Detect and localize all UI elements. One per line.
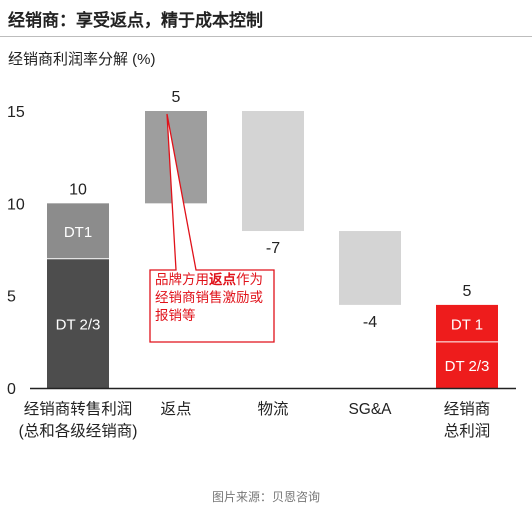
bar-0-segment-0: [47, 258, 109, 388]
source-note: 图片来源：贝恩咨询: [211, 490, 320, 504]
rebate-annotation-box: [149, 113, 275, 343]
page-title: 经销商：享受返点，精于成本控制: [8, 11, 263, 30]
annotation-bold: 返点: [209, 272, 236, 287]
bar-4-value-label: 5: [463, 283, 472, 300]
bar-0-value-label: 10: [69, 181, 87, 198]
title-divider: [0, 36, 532, 37]
y-tick-label-0: 0: [7, 381, 16, 398]
waterfall-chart: 0 5 10 15 DT 2/3 DT1 10 5 -7 -4 DT 2/3 DT 1 5 经销商转售利润…: [7, 89, 516, 440]
annotation-pre: 品牌方用: [155, 272, 209, 287]
rebate-annotation-text: 品牌方用返点作为经销商销售激励或报销等: [155, 271, 273, 325]
x-tick-label-0-line-0: 经销商转售利润: [24, 400, 133, 418]
x-tick-label-4-line-1: 总利润: [444, 422, 491, 440]
bar-3: [339, 231, 401, 305]
annotation-post: 作为经销商销售激励或报销等: [155, 272, 263, 323]
bar-4-segment-0: [436, 341, 498, 388]
y-tick-label-5: 5: [7, 289, 16, 306]
bar-2: [242, 111, 304, 232]
y-tick-label-15: 15: [7, 104, 25, 121]
bar-1-value-label: 5: [172, 89, 181, 106]
x-tick-label-0-line-1: (总和各级经销商): [19, 422, 138, 440]
bar-4-segment-label-1: DT 1: [451, 316, 483, 333]
y-tick-label-10: 10: [7, 196, 25, 213]
y-axis-label: 经销商利润率分解 (%): [8, 51, 156, 68]
bar-0-segment-1: [47, 203, 109, 259]
bar-0-segment-label-0: DT 2/3: [56, 316, 101, 333]
x-tick-label-1: 返点: [160, 400, 191, 418]
x-tick-label-2: 物流: [257, 400, 288, 418]
bar-4-segment-1: [436, 304, 498, 342]
bar-4-segment-label-0: DT 2/3: [445, 358, 490, 375]
x-tick-label-4-line-0: 经销商: [444, 400, 491, 418]
bar-3-value-label: -4: [363, 314, 377, 331]
x-tick-label-3: SG&A: [348, 401, 392, 418]
bar-2-value-label: -7: [266, 240, 280, 257]
bar-0-segment-label-1: DT1: [64, 224, 92, 241]
